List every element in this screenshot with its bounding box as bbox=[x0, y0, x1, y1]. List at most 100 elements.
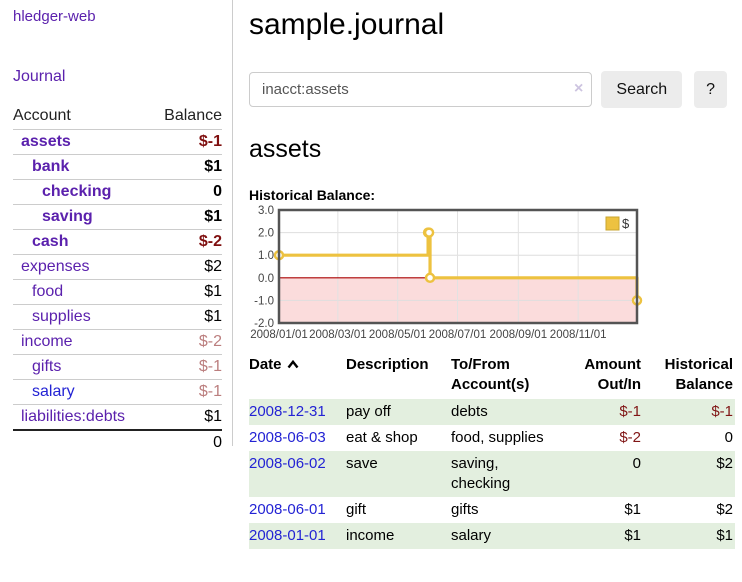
accounts-header-row: Account Balance bbox=[13, 104, 222, 130]
account-row-gifts: gifts $-1 bbox=[13, 354, 222, 380]
transaction-accounts: debts bbox=[451, 403, 488, 420]
transaction-balance: $2 bbox=[716, 455, 733, 472]
transaction-date-link[interactable]: 2008-06-03 bbox=[249, 429, 326, 446]
svg-text:2008/11/01: 2008/11/01 bbox=[550, 329, 607, 341]
account-link-cash[interactable]: cash bbox=[32, 233, 69, 250]
register-row: 2008-06-01 gift gifts $1 $2 bbox=[249, 497, 735, 523]
transaction-balance: 0 bbox=[724, 429, 733, 446]
account-balance: $1 bbox=[204, 308, 222, 325]
account-balance: $1 bbox=[204, 408, 222, 425]
account-row-salary: salary $-1 bbox=[13, 379, 222, 405]
svg-text:2.0: 2.0 bbox=[258, 228, 274, 240]
transaction-date-link[interactable]: 2008-06-02 bbox=[249, 455, 326, 472]
account-row-food: food $1 bbox=[13, 279, 222, 305]
transaction-amount: $1 bbox=[624, 501, 641, 518]
register-row: 2008-06-03 eat & shop food, supplies $-2… bbox=[249, 425, 735, 451]
clear-search-icon[interactable]: × bbox=[574, 80, 584, 97]
transaction-balance: $2 bbox=[716, 501, 733, 518]
account-row-checking: checking 0 bbox=[13, 179, 222, 205]
svg-text:-1.0: -1.0 bbox=[254, 295, 274, 307]
account-balance: $-1 bbox=[198, 358, 222, 375]
transaction-date-link[interactable]: 2008-12-31 bbox=[249, 403, 326, 420]
accounts-header-account: Account bbox=[13, 107, 71, 124]
register-header-balance: Historical Balance bbox=[664, 356, 733, 393]
svg-text:2008/01/01: 2008/01/01 bbox=[250, 329, 308, 341]
transaction-amount: $-2 bbox=[619, 429, 641, 446]
search-input[interactable] bbox=[249, 72, 593, 107]
account-balance: $-2 bbox=[198, 233, 222, 250]
transaction-accounts: gifts bbox=[451, 501, 479, 518]
register-row: 2008-06-02 save saving, checking 0 $2 bbox=[249, 451, 735, 497]
transaction-description: gift bbox=[346, 501, 367, 518]
svg-text:2008/07/01: 2008/07/01 bbox=[429, 329, 487, 341]
brand-link[interactable]: hledger-web bbox=[13, 8, 96, 25]
transaction-amount: $-1 bbox=[619, 403, 641, 420]
page-title: sample.journal bbox=[249, 8, 445, 41]
account-link-saving[interactable]: saving bbox=[42, 208, 93, 225]
svg-text:-2.0: -2.0 bbox=[254, 318, 274, 330]
main-content: sample.journal × Search ? assets Histori… bbox=[233, 0, 735, 549]
account-row-liabilities-debts: liabilities:debts $1 bbox=[13, 404, 222, 431]
transaction-balance: $-1 bbox=[711, 403, 733, 420]
transaction-balance: $1 bbox=[716, 527, 733, 544]
account-link-liabilities-debts[interactable]: liabilities:debts bbox=[21, 408, 126, 425]
svg-text:2008/09/01: 2008/09/01 bbox=[490, 329, 548, 341]
transaction-description: income bbox=[346, 527, 395, 544]
account-link-salary[interactable]: salary bbox=[32, 383, 75, 400]
search-button[interactable]: Search bbox=[601, 71, 683, 108]
transaction-amount: 0 bbox=[632, 455, 641, 472]
register-header-date[interactable]: Date bbox=[249, 353, 346, 399]
account-link-assets[interactable]: assets bbox=[21, 133, 71, 150]
account-row-supplies: supplies $1 bbox=[13, 304, 222, 330]
transaction-date-link[interactable]: 2008-06-01 bbox=[249, 501, 326, 518]
accounts-total-row: 0 bbox=[13, 430, 222, 455]
transaction-date-link[interactable]: 2008-01-01 bbox=[249, 527, 326, 544]
chart-title: Historical Balance: bbox=[249, 187, 376, 203]
transaction-description: pay off bbox=[346, 403, 391, 420]
register-header-amount: Amount Out/In bbox=[584, 356, 641, 393]
account-link-food[interactable]: food bbox=[32, 283, 64, 300]
transaction-description: save bbox=[346, 455, 378, 472]
svg-text:3.0: 3.0 bbox=[258, 205, 274, 217]
transaction-accounts: saving, checking bbox=[451, 455, 511, 492]
account-balance: 0 bbox=[213, 183, 222, 200]
sort-ascending-icon bbox=[287, 355, 299, 375]
svg-text:2008/03/01: 2008/03/01 bbox=[309, 329, 367, 341]
account-balance: $-1 bbox=[198, 133, 222, 150]
account-balance: $1 bbox=[204, 158, 222, 175]
account-row-assets: assets $-1 bbox=[13, 129, 222, 155]
search-box: × bbox=[249, 72, 593, 107]
app: hledger-web Journal Account Balance asse… bbox=[0, 0, 735, 549]
register-table: Date Description To/From Account(s) Amou… bbox=[249, 353, 735, 549]
account-heading: assets bbox=[249, 135, 322, 163]
svg-text:1.0: 1.0 bbox=[258, 250, 274, 262]
help-button[interactable]: ? bbox=[694, 71, 727, 108]
account-link-income[interactable]: income bbox=[21, 333, 73, 350]
account-row-saving: saving $1 bbox=[13, 204, 222, 230]
transaction-accounts: salary bbox=[451, 527, 492, 544]
sidebar: hledger-web Journal Account Balance asse… bbox=[0, 0, 233, 451]
account-row-cash: cash $-2 bbox=[13, 229, 222, 255]
accounts-table: Account Balance assets $-1 bank $1 check… bbox=[13, 104, 222, 455]
register-row: 2008-01-01 income salary $1 $1 bbox=[249, 523, 735, 549]
register-header-row: Date Description To/From Account(s) Amou… bbox=[249, 353, 735, 399]
sidebar-item-journal[interactable]: Journal bbox=[13, 68, 66, 85]
account-row-bank: bank $1 bbox=[13, 154, 222, 180]
account-balance: $1 bbox=[204, 283, 222, 300]
transaction-accounts: food, supplies bbox=[451, 429, 544, 446]
account-row-expenses: expenses $2 bbox=[13, 254, 222, 280]
account-link-bank[interactable]: bank bbox=[32, 158, 70, 175]
account-row-income: income $-2 bbox=[13, 329, 222, 355]
account-link-checking[interactable]: checking bbox=[42, 183, 112, 200]
svg-text:2008/05/01: 2008/05/01 bbox=[369, 329, 427, 341]
account-balance: $-1 bbox=[198, 383, 222, 400]
transaction-description: eat & shop bbox=[346, 429, 418, 446]
account-balance: $1 bbox=[204, 208, 222, 225]
account-link-supplies[interactable]: supplies bbox=[32, 308, 91, 325]
account-balance: $-2 bbox=[198, 333, 222, 350]
register-row: 2008-12-31 pay off debts $-1 $-1 bbox=[249, 399, 735, 425]
account-link-gifts[interactable]: gifts bbox=[32, 358, 62, 375]
account-link-expenses[interactable]: expenses bbox=[21, 258, 90, 275]
accounts-header-balance: Balance bbox=[164, 107, 222, 124]
